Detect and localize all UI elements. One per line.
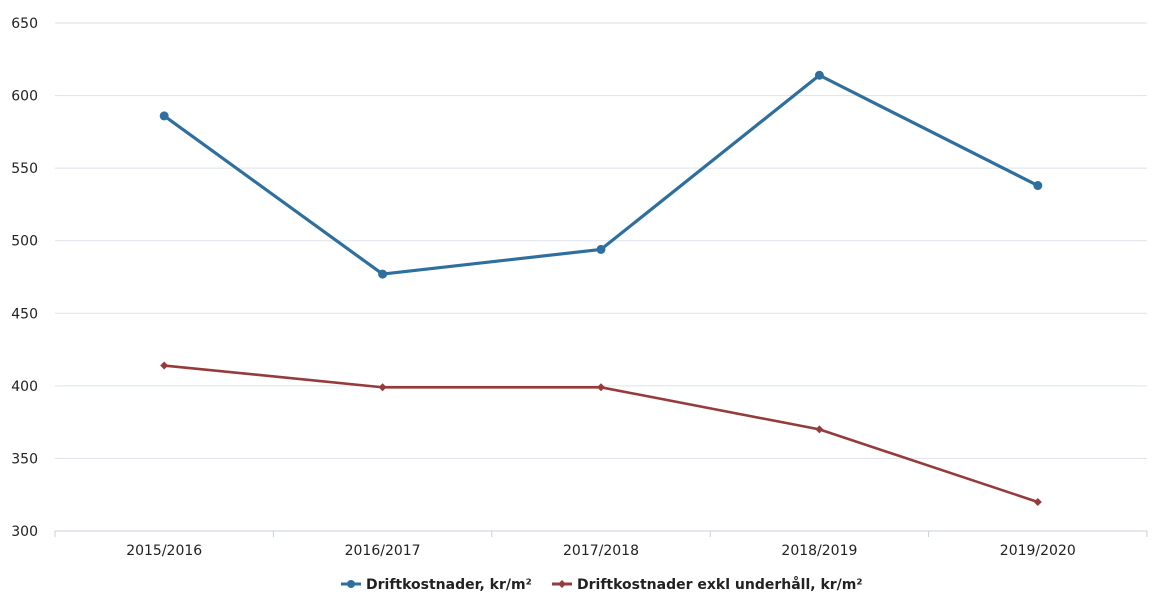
x-tick-label: 2016/2017 xyxy=(345,543,421,559)
legend-marker xyxy=(347,580,355,588)
data-point xyxy=(378,383,387,392)
y-axis: 300 350 400 450 500 550 600 650 xyxy=(11,16,38,540)
data-point xyxy=(814,70,824,80)
data-point xyxy=(815,425,824,434)
gridlines xyxy=(55,22,1147,532)
x-tick-label: 2015/2016 xyxy=(126,543,202,559)
x-axis: 2015/2016 2016/2017 2017/2018 2018/2019 2019… xyxy=(54,531,1148,559)
data-point xyxy=(160,361,169,370)
y-tick-label: 600 xyxy=(11,89,38,105)
data-point xyxy=(1033,181,1043,191)
y-tick-label: 350 xyxy=(11,451,38,467)
legend-label: Driftkostnader exkl underhåll, kr/m² xyxy=(577,576,863,593)
legend: Driftkostnader, kr/m² Driftkostnader exkl… xyxy=(341,576,863,593)
data-point xyxy=(1033,497,1042,506)
series-layer xyxy=(159,70,1043,506)
legend-marker xyxy=(558,580,566,588)
y-tick-label: 450 xyxy=(11,306,38,322)
y-tick-label: 400 xyxy=(11,379,38,395)
y-tick-label: 300 xyxy=(11,524,38,540)
x-tick-label: 2017/2018 xyxy=(563,543,639,559)
x-tick-label: 2018/2019 xyxy=(781,543,857,559)
x-tick-label: 2019/2020 xyxy=(1000,543,1076,559)
data-point xyxy=(159,111,169,121)
y-tick-label: 500 xyxy=(11,234,38,250)
data-point xyxy=(596,244,606,254)
series-line-1 xyxy=(163,73,1039,276)
y-tick-label: 550 xyxy=(11,161,38,177)
data-point xyxy=(378,269,388,279)
data-point xyxy=(597,383,605,392)
y-tick-label: 650 xyxy=(11,16,38,32)
legend-label: Driftkostnader, kr/m² xyxy=(366,577,532,593)
